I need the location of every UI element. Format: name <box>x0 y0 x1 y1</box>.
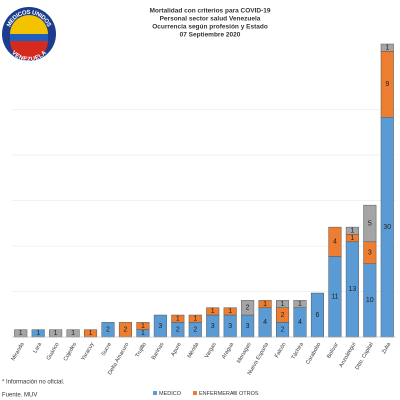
value-label: 1 <box>141 323 145 330</box>
value-label: 4 <box>333 239 337 246</box>
value-label: 2 <box>281 312 285 319</box>
x-tick-label: Anzoátegui <box>338 342 357 369</box>
value-label: 1 <box>228 308 232 315</box>
x-tick-label: Carabobo <box>305 342 322 366</box>
x-tick-label: Sucre <box>101 342 113 357</box>
legend-label: ENFERMERA <box>199 391 234 397</box>
x-tick-label: Dtto. Capital <box>354 342 374 371</box>
value-label: 2 <box>281 327 285 334</box>
value-label: 1 <box>281 301 285 308</box>
chart-title: 07 Septiembre 2020 <box>180 32 241 39</box>
x-tick-label: Táchira <box>291 341 306 361</box>
bar-segment <box>363 204 377 243</box>
x-tick-label: Bolívar <box>326 342 340 360</box>
x-tick-label: Barinas <box>151 342 166 361</box>
x-tick-label: Aragua <box>221 341 236 360</box>
chart-title: Ocurrencia según profesión y Estado <box>152 24 268 31</box>
value-label: 4 <box>298 319 302 326</box>
value-label: 1 <box>350 235 354 242</box>
bar-segment <box>328 226 342 257</box>
value-label: 5 <box>368 220 372 227</box>
value-label: 2 <box>176 327 180 334</box>
x-tick-label: Mérida <box>187 341 201 359</box>
value-label: 6 <box>316 312 320 319</box>
logo-flag <box>10 41 48 60</box>
x-tick-label: Cojedes <box>63 342 78 363</box>
value-label: 1 <box>193 316 197 323</box>
value-label: 1 <box>89 330 93 337</box>
value-label: 1 <box>385 45 389 52</box>
logo-flag <box>10 15 48 35</box>
logo-flag <box>10 34 48 41</box>
bar-segment <box>258 300 272 308</box>
value-label: 30 <box>383 224 391 231</box>
bar-segment <box>223 307 237 316</box>
x-tick-label: Zulia <box>381 341 393 355</box>
value-label: 1 <box>176 316 180 323</box>
legend-label: OTROS <box>239 391 259 397</box>
value-label: 2 <box>246 305 250 312</box>
value-label: 11 <box>331 294 338 301</box>
value-label: 1 <box>298 301 302 308</box>
value-label: 2 <box>193 327 197 334</box>
legend-swatch <box>193 391 197 395</box>
footnote: Fuente. MUV <box>2 393 37 399</box>
value-label: 1 <box>36 330 40 337</box>
value-label: 3 <box>211 323 215 330</box>
bar-segment <box>380 43 394 52</box>
value-label: 13 <box>348 286 356 293</box>
bar-segment <box>241 300 255 316</box>
bar-segment <box>188 314 202 323</box>
x-tick-label: Miranda <box>11 341 27 362</box>
bar-segment <box>276 300 290 308</box>
bar-segment <box>345 226 359 235</box>
bar-segment <box>171 314 185 323</box>
x-tick-label: Lara <box>32 341 43 354</box>
value-label: 1 <box>211 308 215 315</box>
legend-label: MEDICO <box>159 391 182 397</box>
value-label: 1 <box>141 330 145 337</box>
bar-segment <box>136 322 150 330</box>
x-tick-label: Yaracuy <box>80 342 95 362</box>
value-label: 2 <box>124 327 128 334</box>
x-tick-label: Apure <box>170 342 183 358</box>
value-label: 3 <box>158 323 162 330</box>
legend-swatch <box>233 391 237 395</box>
x-tick-label: Trujillo <box>135 342 148 359</box>
value-label: 3 <box>246 323 250 330</box>
chart-title: Personal sector salud Venezuela <box>160 16 261 23</box>
legend-swatch <box>153 391 157 395</box>
value-label: 3 <box>368 250 372 257</box>
x-tick-label: Falcón <box>274 342 287 359</box>
value-label: 1 <box>350 228 354 235</box>
x-tick-label: Guárico <box>46 342 61 362</box>
x-tick-label: Monagas <box>236 342 253 365</box>
bar-segment <box>206 307 220 316</box>
value-label: 1 <box>263 301 267 308</box>
value-label: 4 <box>263 319 267 326</box>
value-label: 3 <box>228 323 232 330</box>
value-label: 1 <box>71 330 75 337</box>
bar-segment <box>293 300 307 308</box>
chart-title: Mortalidad con criterios para COVID-19 <box>149 8 270 15</box>
footnote: * Información no oficial. <box>2 380 65 386</box>
x-tick-label: Vargas <box>204 342 218 360</box>
value-label: 1 <box>19 330 23 337</box>
value-label: 1 <box>54 330 58 337</box>
value-label: 9 <box>385 81 389 88</box>
value-label: 10 <box>366 297 374 304</box>
logo: MEDICOS UNIDOS VENEZUELA <box>2 7 56 63</box>
value-label: 2 <box>106 327 110 334</box>
